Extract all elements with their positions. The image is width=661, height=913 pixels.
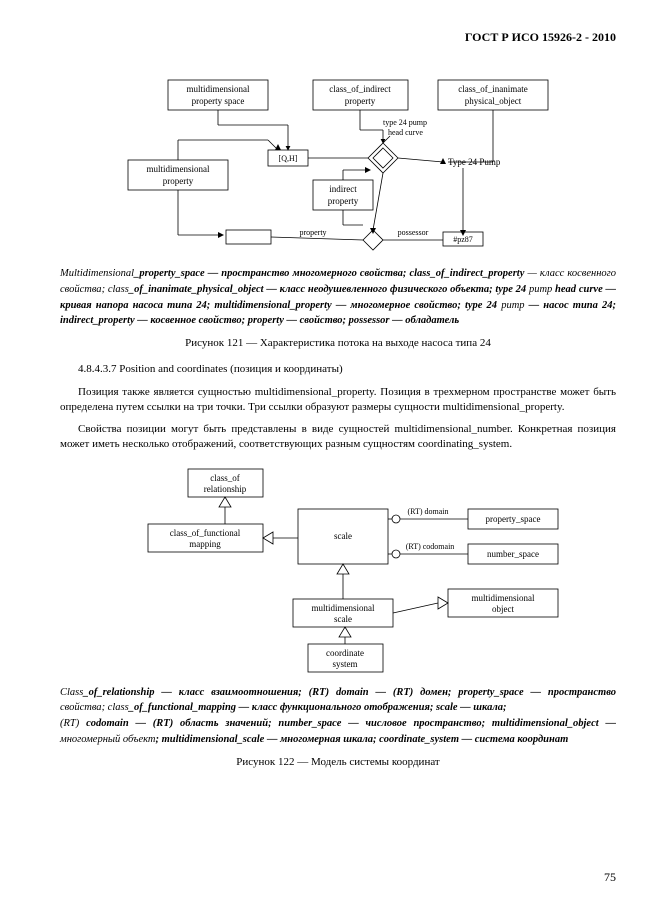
- page: ГОСТ Р ИСО 15926-2 - 2010 multidimension…: [0, 0, 661, 913]
- label-t24head2: head curve: [388, 128, 423, 137]
- box-ps: property_space: [486, 514, 541, 524]
- figure-122-diagram: class_of relationship class_of_functiona…: [60, 459, 616, 679]
- box-mp-l1: multidimensional: [147, 164, 210, 174]
- figure-122-caption: Рисунок 122 — Модель системы координат: [60, 756, 616, 768]
- box-ms-l2: scale: [334, 614, 352, 624]
- box-coip-l2: property: [345, 96, 376, 106]
- figure-121-glossary: Multidimensional_property_space — простр…: [60, 266, 616, 329]
- box-cs-l1: coordinate: [326, 648, 364, 658]
- box-mp-l2: property: [163, 176, 194, 186]
- box-ip-l2: property: [328, 196, 359, 206]
- figure-122-glossary: Class_of_relationship — класс взаимоотно…: [60, 685, 616, 748]
- box-mps-l2: property space: [192, 96, 245, 106]
- box-ms-l1: multidimensional: [312, 603, 375, 613]
- label-codomain: (RT) codomain: [406, 542, 455, 551]
- box-cofm-l2: mapping: [189, 539, 221, 549]
- figure-121-caption: Рисунок 121 — Характеристика потока на в…: [60, 337, 616, 349]
- box-coipo-l2: physical_object: [465, 96, 522, 106]
- section-heading: 4.8.4.3.7 Position and coordinates (пози…: [78, 363, 616, 375]
- box-coip-l1: class_of_indirect: [329, 84, 391, 94]
- box-ns: number_space: [487, 549, 539, 559]
- box-cor-l1: class_of: [210, 473, 240, 483]
- page-number: 75: [604, 870, 616, 885]
- label-t24head1: type 24 pump: [383, 118, 427, 127]
- figure-121-diagram: multidimensional property space class_of…: [60, 70, 616, 260]
- label-property: property: [299, 228, 326, 237]
- label-pz: #pz87: [453, 235, 473, 244]
- document-header: ГОСТ Р ИСО 15926-2 - 2010: [465, 30, 616, 45]
- box-coipo-l1: class_of_inanimate: [458, 84, 527, 94]
- box-mo-l2: object: [492, 604, 514, 614]
- box-mps-l1: multidimensional: [187, 84, 250, 94]
- label-qh: [Q,H]: [279, 154, 298, 163]
- box-mo-l1: multidimensional: [472, 593, 535, 603]
- box-scale: scale: [334, 531, 352, 541]
- box-cs-l2: system: [332, 659, 357, 669]
- label-possessor: possessor: [398, 228, 429, 237]
- paragraph-2: Свойства позиции могут быть представлены…: [60, 422, 616, 453]
- box-cofm-l1: class_of_functional: [170, 528, 241, 538]
- paragraph-1: Позиция также является сущностью multidi…: [60, 385, 616, 416]
- box-ip-l1: indirect: [329, 184, 357, 194]
- label-domain: (RT) domain: [407, 507, 448, 516]
- box-cor-l2: relationship: [204, 484, 247, 494]
